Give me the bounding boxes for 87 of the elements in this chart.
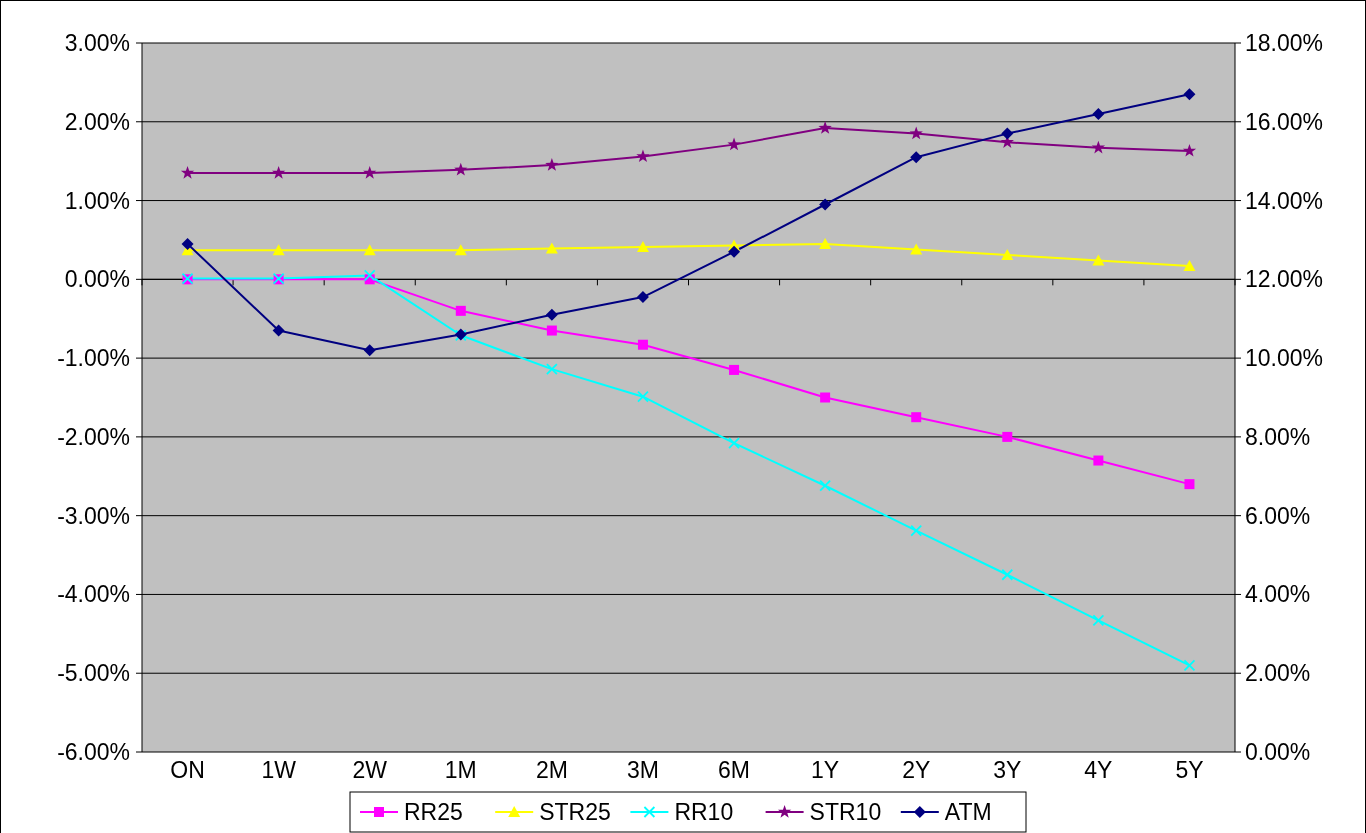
point bbox=[181, 237, 194, 250]
x-tick-label: 4Y bbox=[1084, 757, 1113, 783]
x-tick-label: 5Y bbox=[1175, 757, 1204, 783]
y-tick-label: -1.00% bbox=[57, 345, 130, 372]
point bbox=[910, 243, 923, 255]
point bbox=[637, 339, 648, 350]
y-tick-label: -6.00% bbox=[57, 739, 130, 766]
point bbox=[546, 325, 557, 336]
x-tick-label: 3Y bbox=[993, 757, 1022, 783]
point bbox=[1001, 568, 1014, 581]
point bbox=[729, 364, 740, 375]
point bbox=[1183, 659, 1196, 672]
y2-tick-label: 8.00% bbox=[1245, 423, 1311, 450]
point bbox=[1182, 143, 1197, 157]
point bbox=[637, 390, 649, 403]
point bbox=[819, 198, 832, 211]
y-tick-label: 3.00% bbox=[64, 30, 130, 57]
point bbox=[545, 363, 558, 376]
y2-tick-label: 14.00% bbox=[1245, 187, 1324, 214]
legend-label: RR25 bbox=[404, 799, 463, 826]
point bbox=[818, 121, 832, 134]
point bbox=[727, 137, 741, 151]
y2-tick-label: 18.00% bbox=[1245, 30, 1324, 57]
point bbox=[545, 242, 558, 254]
y2-tick-label: 12.00% bbox=[1245, 266, 1324, 293]
point bbox=[363, 269, 376, 282]
point bbox=[1091, 140, 1106, 154]
point bbox=[909, 126, 923, 140]
x-tick-label: 1W bbox=[261, 757, 297, 783]
point bbox=[272, 324, 285, 337]
point bbox=[363, 165, 377, 179]
point bbox=[636, 149, 650, 163]
y2-tick-label: 10.00% bbox=[1245, 345, 1324, 372]
x-tick-label: 2Y bbox=[902, 757, 931, 783]
x-tick-label: ON bbox=[170, 757, 205, 783]
point bbox=[545, 158, 559, 171]
y2-tick-label: 2.00% bbox=[1245, 660, 1311, 687]
point bbox=[1092, 614, 1105, 627]
point bbox=[1001, 248, 1014, 260]
point bbox=[819, 237, 832, 249]
y-tick-label: -4.00% bbox=[57, 581, 130, 608]
point bbox=[1001, 127, 1014, 140]
point bbox=[363, 344, 376, 357]
legend-label: STR25 bbox=[539, 799, 611, 826]
point bbox=[272, 244, 285, 256]
point bbox=[1093, 455, 1104, 466]
point bbox=[455, 305, 466, 316]
point bbox=[911, 412, 922, 423]
point bbox=[1184, 479, 1195, 490]
point bbox=[820, 392, 831, 403]
point bbox=[454, 162, 468, 176]
point bbox=[1183, 259, 1196, 271]
y-tick-label: 2.00% bbox=[64, 108, 130, 135]
point bbox=[363, 244, 376, 256]
legend-label: STR10 bbox=[809, 799, 882, 826]
y-tick-label: -3.00% bbox=[57, 502, 130, 529]
x-tick-label: 3M bbox=[626, 757, 659, 783]
point bbox=[454, 244, 467, 256]
point bbox=[636, 291, 649, 304]
x-tick-label: 1Y bbox=[811, 757, 840, 783]
y-tick-label: 1.00% bbox=[64, 187, 130, 214]
point bbox=[1092, 107, 1105, 120]
y2-tick-label: 6.00% bbox=[1245, 502, 1311, 529]
point bbox=[728, 245, 741, 258]
x-tick-label: 1M bbox=[444, 757, 477, 783]
legend-label: RR10 bbox=[674, 799, 734, 826]
x-tick-label: 6M bbox=[718, 757, 751, 783]
point bbox=[910, 524, 923, 537]
point bbox=[636, 241, 649, 253]
legend-label: ATM bbox=[944, 799, 992, 826]
point bbox=[180, 165, 195, 179]
y-tick-label: 0.00% bbox=[64, 266, 130, 293]
y-tick-label: -5.00% bbox=[57, 660, 130, 687]
point bbox=[728, 437, 740, 450]
point bbox=[271, 165, 286, 179]
y2-tick-label: 16.00% bbox=[1245, 108, 1324, 135]
point bbox=[1092, 254, 1105, 266]
x-tick-label: 2M bbox=[535, 757, 568, 783]
x-tick-label: 2W bbox=[352, 757, 388, 783]
y-tick-label: -2.00% bbox=[57, 423, 130, 450]
point bbox=[1183, 88, 1196, 101]
y2-tick-label: 0.00% bbox=[1245, 739, 1311, 766]
point bbox=[819, 479, 832, 492]
y2-tick-label: 4.00% bbox=[1245, 581, 1311, 608]
point bbox=[545, 308, 558, 321]
point bbox=[1002, 431, 1013, 442]
point bbox=[910, 151, 923, 164]
